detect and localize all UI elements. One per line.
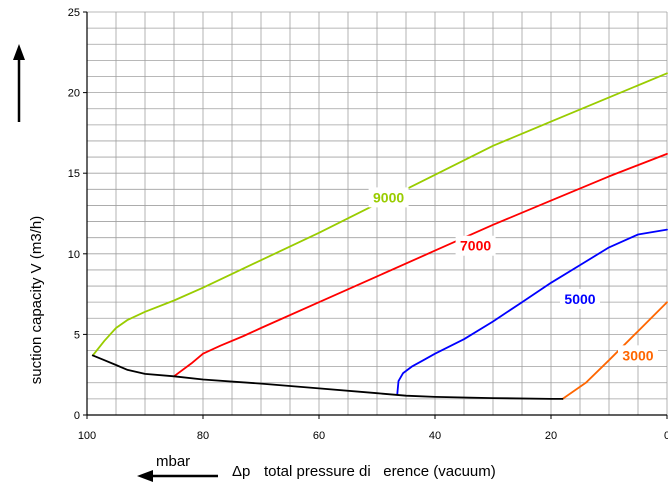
tick-labels: 0 5 10 15 20 25 100 80 60 40 20 0 <box>68 7 668 442</box>
x-axis-unit: mbar <box>156 453 190 470</box>
series-label-bg <box>368 187 409 208</box>
x-tick-label: 60 <box>313 430 325 442</box>
y-tick-label: 10 <box>68 249 80 261</box>
series-line-5000 <box>396 228 668 395</box>
series-label-7000: 7000 <box>460 238 491 254</box>
x-tick-label: 40 <box>429 430 441 442</box>
series-lines <box>91 72 668 400</box>
y-tick-label: 20 <box>68 88 80 100</box>
y-tick-label: 5 <box>74 329 80 341</box>
series-label-9000: 9000 <box>373 189 404 205</box>
series-label-5000: 5000 <box>564 291 595 307</box>
x-tick-label: 0 <box>664 430 668 442</box>
series-label-bg <box>560 288 600 309</box>
series-line-7000 <box>173 152 668 378</box>
x-axis-symbol: Δp <box>232 463 250 480</box>
x-tick-label: 80 <box>197 430 209 442</box>
y-arrow <box>13 44 25 122</box>
y-tick-label: 15 <box>68 168 80 180</box>
x-axis-label: total pressure di erence (vacuum) <box>264 463 496 480</box>
grid <box>86 11 668 416</box>
axes <box>83 11 668 419</box>
series-labels: 9000 7000 5000 3000 <box>368 187 658 366</box>
y-tick-label: 25 <box>68 7 80 19</box>
series-label-bg <box>455 235 496 256</box>
x-arrow <box>137 470 218 482</box>
x-tick-label: 100 <box>78 430 96 442</box>
series-line-limit <box>91 354 564 400</box>
series-line-3000 <box>561 301 668 400</box>
series-label-3000: 3000 <box>622 347 653 363</box>
series-label-bg <box>618 345 658 366</box>
y-tick-label: 0 <box>74 410 80 422</box>
x-tick-label: 20 <box>545 430 557 442</box>
series-line-9000 <box>91 72 668 357</box>
y-axis-label: suction capacity V (m3/h) <box>28 216 45 384</box>
